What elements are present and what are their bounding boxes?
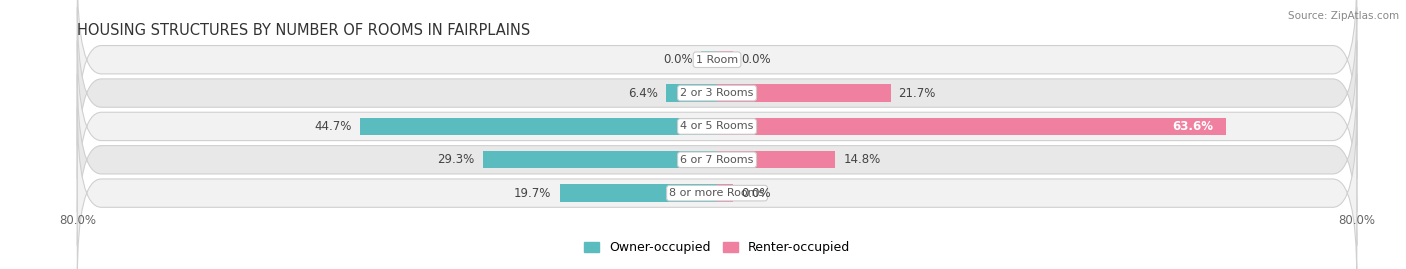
Text: 1 Room: 1 Room: [696, 55, 738, 65]
Text: 6 or 7 Rooms: 6 or 7 Rooms: [681, 155, 754, 165]
Text: 2 or 3 Rooms: 2 or 3 Rooms: [681, 88, 754, 98]
Text: 8 or more Rooms: 8 or more Rooms: [669, 188, 765, 198]
Text: 19.7%: 19.7%: [515, 187, 551, 200]
Text: 0.0%: 0.0%: [741, 187, 770, 200]
FancyBboxPatch shape: [77, 41, 1357, 212]
Bar: [482, 151, 717, 168]
FancyBboxPatch shape: [77, 0, 1357, 146]
FancyBboxPatch shape: [77, 107, 1357, 269]
Bar: [666, 84, 717, 102]
Text: 0.0%: 0.0%: [741, 53, 770, 66]
Bar: [560, 185, 717, 202]
Text: 44.7%: 44.7%: [314, 120, 352, 133]
Text: HOUSING STRUCTURES BY NUMBER OF ROOMS IN FAIRPLAINS: HOUSING STRUCTURES BY NUMBER OF ROOMS IN…: [77, 23, 530, 38]
Bar: [717, 51, 733, 68]
Text: 6.4%: 6.4%: [628, 87, 658, 100]
Bar: [702, 51, 717, 68]
Bar: [717, 84, 890, 102]
Text: 63.6%: 63.6%: [1173, 120, 1213, 133]
Text: 4 or 5 Rooms: 4 or 5 Rooms: [681, 121, 754, 132]
Text: 0.0%: 0.0%: [664, 53, 693, 66]
Bar: [717, 151, 835, 168]
Text: 21.7%: 21.7%: [898, 87, 936, 100]
FancyBboxPatch shape: [77, 74, 1357, 246]
Text: Source: ZipAtlas.com: Source: ZipAtlas.com: [1288, 11, 1399, 21]
Text: 14.8%: 14.8%: [844, 153, 880, 166]
Bar: [360, 118, 717, 135]
Text: 29.3%: 29.3%: [437, 153, 475, 166]
FancyBboxPatch shape: [77, 7, 1357, 179]
Bar: [717, 118, 1226, 135]
Legend: Owner-occupied, Renter-occupied: Owner-occupied, Renter-occupied: [579, 236, 855, 259]
Bar: [717, 185, 733, 202]
